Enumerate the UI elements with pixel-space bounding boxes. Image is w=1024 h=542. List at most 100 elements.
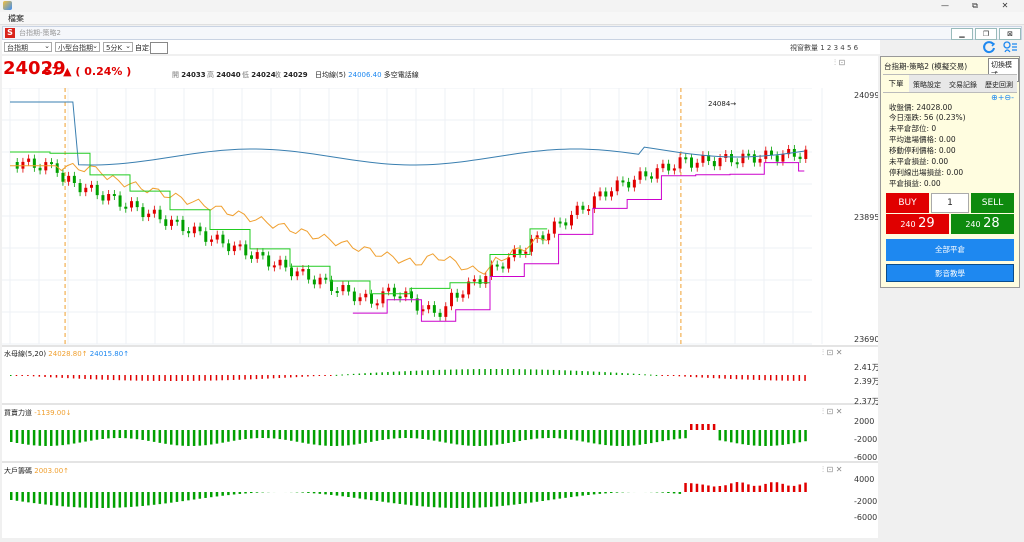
candle [707, 155, 711, 162]
oscillator-bar [678, 375, 681, 377]
candle [730, 154, 733, 163]
sub1-tools-icon[interactable]: ⫶ ⊡ ✕ [822, 348, 843, 357]
minimize-button[interactable]: — [941, 1, 949, 10]
candle [341, 285, 345, 292]
interval-select[interactable]: 5分K [103, 41, 133, 52]
symbol-select[interactable]: 台指期 [4, 41, 52, 52]
chips-bar [152, 492, 156, 505]
tab-trade-records[interactable]: 交易記錄 [949, 81, 977, 89]
force-bar [290, 430, 293, 441]
oscillator-bar [478, 369, 481, 375]
chips-bar [67, 492, 70, 507]
main-chart-tools-icon[interactable]: ⫶ ⊡ [834, 58, 846, 67]
chips-bar [141, 492, 144, 506]
force-bar [301, 430, 304, 443]
force-bar [284, 430, 287, 440]
candle [495, 264, 499, 267]
close-all-button[interactable]: 全部平倉 [886, 239, 1014, 261]
oscillator-bar [415, 370, 418, 375]
force-bar [272, 430, 276, 439]
tab-strategy-settings[interactable]: 策略設定 [913, 81, 941, 89]
chips-bar [461, 492, 464, 508]
candle [158, 209, 162, 220]
oscillator-bar [632, 373, 635, 375]
oscillator-bar [644, 374, 646, 376]
force-bar [95, 430, 99, 440]
candle [375, 303, 379, 306]
oscillator-bar [484, 369, 486, 375]
tab-order[interactable]: 下單 [883, 75, 909, 92]
quantity-input[interactable]: 1 [931, 193, 969, 213]
oscillator-bar [44, 375, 46, 377]
force-bar [158, 430, 162, 443]
force-bar [147, 430, 150, 441]
oscillator-bar [455, 369, 458, 375]
candle [307, 269, 311, 280]
candle [632, 179, 636, 188]
restore-button[interactable]: ⧉ [972, 1, 978, 10]
candle [570, 214, 573, 226]
chips-bar [804, 482, 807, 492]
force-bar [655, 430, 659, 443]
oscillator-bar [392, 371, 395, 375]
chips-bar [672, 492, 676, 494]
inner-minimize-button[interactable]: ▁ [951, 28, 973, 40]
force-bar [752, 430, 756, 446]
chips-bar [444, 492, 447, 508]
oscillator-bar [101, 375, 103, 380]
close-button[interactable]: ✕ [1001, 1, 1009, 10]
chips-bar [84, 492, 87, 508]
force-bar [472, 430, 476, 446]
chips-bar [472, 492, 476, 508]
menu-file[interactable]: 檔案 [8, 14, 24, 23]
buy-button[interactable]: BUY [886, 193, 929, 213]
settings-list-icon[interactable] [1002, 40, 1018, 56]
oscillator-bar [495, 369, 498, 375]
chips-bar [112, 492, 116, 508]
force-bar [78, 430, 82, 443]
candle [164, 219, 168, 226]
product-select[interactable]: 小型台指期 [55, 41, 100, 52]
chips-bar [198, 492, 202, 499]
force-bar [398, 430, 402, 439]
oscillator-bar [67, 375, 69, 379]
candle [695, 162, 699, 168]
sub2-tools-icon[interactable]: ⫶ ⊡ ✕ [822, 407, 843, 416]
chips-bar [61, 492, 64, 507]
candle [32, 158, 36, 168]
sub-tick-label: -6000 [854, 453, 877, 462]
tutorial-button[interactable]: 影音教學 [886, 264, 1014, 282]
force-bar [112, 430, 116, 439]
oscillator-bar [364, 373, 366, 375]
custom-input[interactable] [150, 42, 168, 54]
bid-price-button[interactable]: 240 29 [886, 214, 949, 234]
chips-bar [547, 492, 550, 501]
oscillator-bar [215, 375, 218, 381]
force-bar [312, 430, 316, 445]
chips-bar [15, 492, 19, 501]
oscillator-bar [730, 375, 732, 379]
oscillator-bar [581, 371, 583, 375]
outer-window-titlebar: — ⧉ ✕ [0, 0, 1024, 12]
inner-restore-button[interactable]: ❐ [975, 28, 997, 40]
chips-bar [695, 483, 699, 492]
candle [690, 157, 693, 168]
refresh-icon[interactable] [982, 40, 996, 56]
force-bar [55, 430, 59, 446]
tab-backtest[interactable]: 歷史回測 [985, 81, 1013, 89]
force-bar [450, 430, 453, 444]
inner-close-button[interactable]: ⊠ [999, 28, 1021, 40]
candle [255, 252, 259, 259]
zoom-icons[interactable]: ⊕+⊖- [991, 93, 1014, 102]
chips-bar [764, 483, 767, 492]
sell-button[interactable]: SELL [971, 193, 1014, 213]
force-bar [267, 430, 270, 439]
force-bar [124, 430, 127, 439]
ask-price-button[interactable]: 240 28 [951, 214, 1014, 234]
chips-bar [130, 492, 133, 507]
window-count-selector[interactable]: 視窗數量 1 2 3 4 5 6 [790, 44, 859, 52]
oscillator-bar [615, 372, 618, 375]
chips-bar [690, 483, 693, 492]
sub3-tools-icon[interactable]: ⫶ ⊡ ✕ [822, 465, 843, 474]
candle [204, 231, 208, 242]
